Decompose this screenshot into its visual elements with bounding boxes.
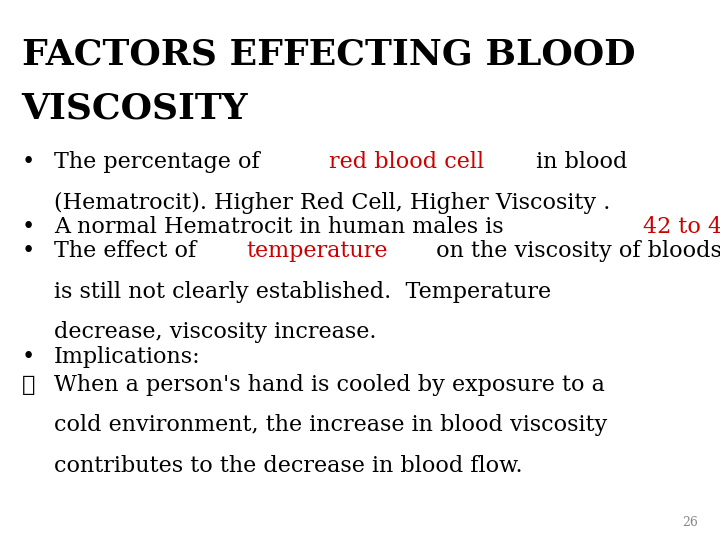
Text: (Hematrocit). Higher Red Cell, Higher Viscosity .: (Hematrocit). Higher Red Cell, Higher Vi… [54, 192, 611, 214]
Text: •: • [22, 216, 35, 238]
Text: contributes to the decrease in blood flow.: contributes to the decrease in blood flo… [54, 455, 523, 477]
Text: When a person's hand is cooled by exposure to a: When a person's hand is cooled by exposu… [54, 374, 605, 396]
Text: 42 to 45%.: 42 to 45%. [644, 216, 720, 238]
Text: A normal Hematrocit in human males is: A normal Hematrocit in human males is [54, 216, 510, 238]
Text: decrease, viscosity increase.: decrease, viscosity increase. [54, 321, 377, 343]
Text: cold environment, the increase in blood viscosity: cold environment, the increase in blood … [54, 415, 607, 436]
Text: VISCOSITY: VISCOSITY [22, 92, 248, 126]
Text: The percentage of: The percentage of [54, 151, 266, 173]
Text: temperature: temperature [246, 240, 388, 262]
Text: •: • [22, 346, 35, 368]
Text: in blood: in blood [528, 151, 627, 173]
Text: ✓: ✓ [22, 374, 35, 396]
Text: The effect of: The effect of [54, 240, 203, 262]
Text: red blood cell: red blood cell [328, 151, 484, 173]
Text: Implications:: Implications: [54, 346, 201, 368]
Text: 26: 26 [683, 516, 698, 529]
Text: •: • [22, 151, 35, 173]
Text: on the viscosity of bloods: on the viscosity of bloods [429, 240, 720, 262]
Text: FACTORS EFFECTING BLOOD: FACTORS EFFECTING BLOOD [22, 38, 635, 72]
Text: is still not clearly established.  Temperature: is still not clearly established. Temper… [54, 281, 551, 303]
Text: •: • [22, 240, 35, 262]
